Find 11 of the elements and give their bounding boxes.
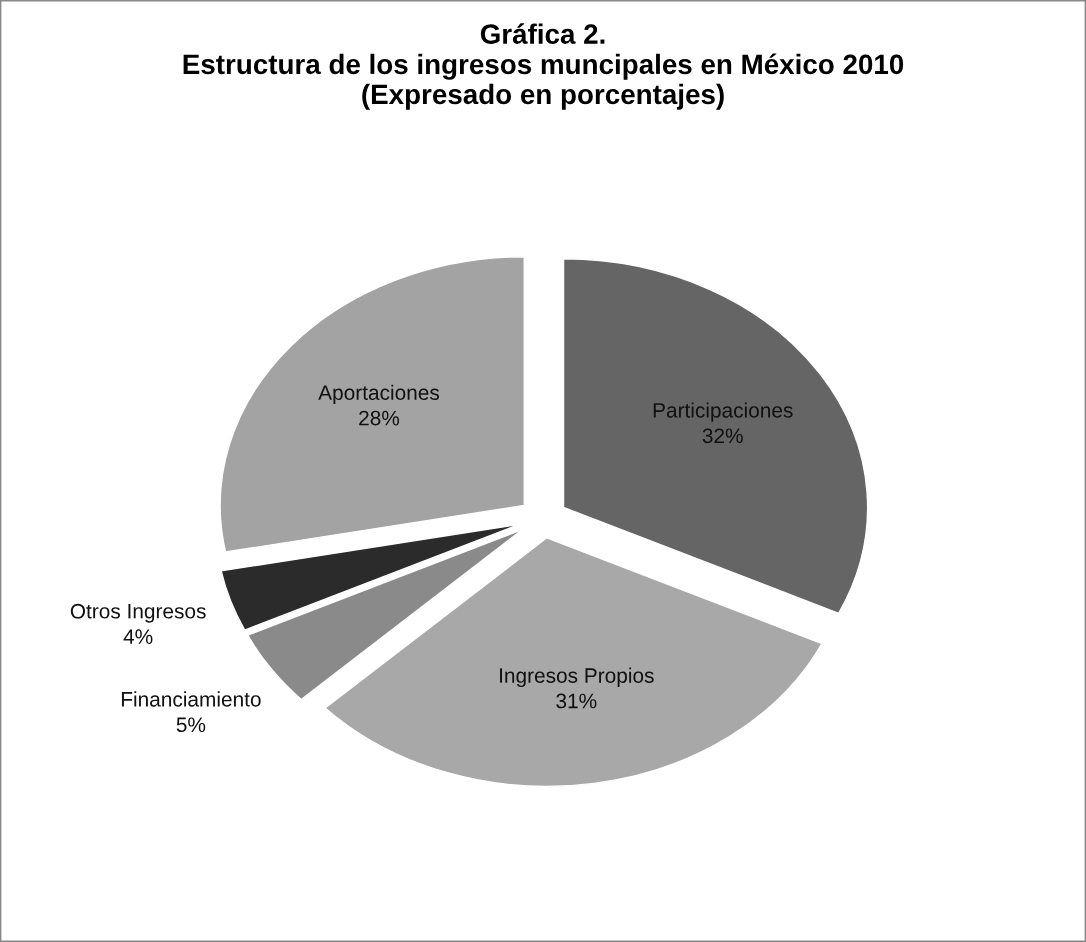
slice-label: Aportaciones — [318, 384, 440, 405]
slice-label: Ingresos Propios — [500, 667, 654, 688]
slice-label: Otros Ingresos — [70, 603, 206, 623]
data-label: 32% — [702, 428, 743, 444]
data-label: 28% — [359, 410, 400, 426]
data-label: 31% — [556, 693, 597, 709]
data-label: 5% — [176, 717, 206, 733]
slice-label: Financiamiento — [121, 691, 261, 707]
data-label: 4% — [123, 629, 153, 644]
chart-title: Gráfica 2. Estructura de los ingresos muncipales en México 2010 (Expresado en porcentajes) — [183, 23, 904, 110]
slice-label: Participaciones — [653, 402, 793, 422]
